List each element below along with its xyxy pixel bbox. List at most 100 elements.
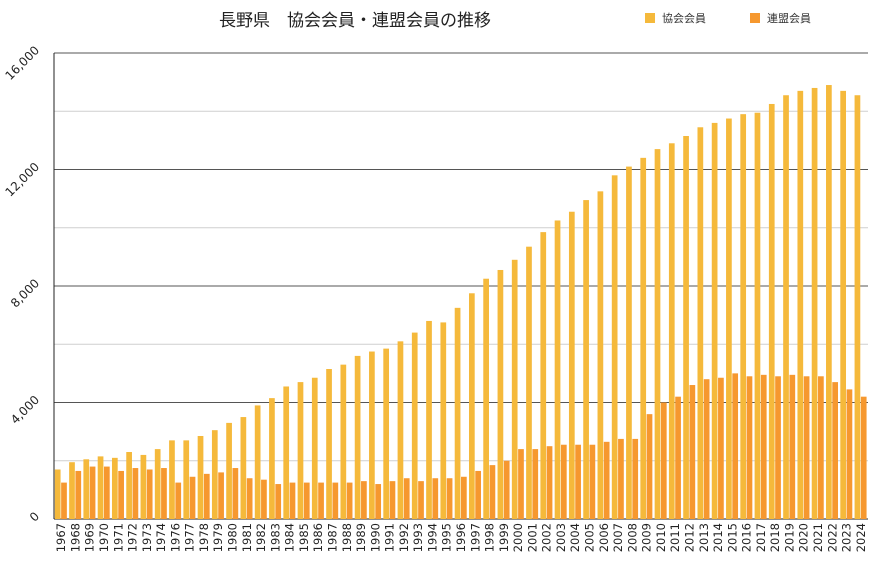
bar-renmei bbox=[632, 438, 639, 519]
x-tick-label: 2017 bbox=[754, 523, 768, 552]
x-tick-label: 2008 bbox=[625, 523, 639, 552]
bar-kyokai bbox=[554, 220, 561, 519]
bar-renmei bbox=[389, 481, 396, 519]
bars bbox=[54, 85, 867, 520]
bar-kyokai bbox=[611, 175, 618, 519]
bar-kyokai bbox=[668, 143, 675, 519]
bar-renmei bbox=[261, 479, 267, 519]
x-tick-label: 1967 bbox=[54, 523, 68, 552]
bar-renmei bbox=[532, 449, 539, 519]
legend-label-renmei: 連盟会員 bbox=[767, 11, 811, 25]
bar-renmei bbox=[61, 482, 67, 519]
bar-kyokai bbox=[854, 95, 861, 519]
bar-kyokai bbox=[626, 166, 632, 519]
bar-renmei bbox=[446, 478, 453, 519]
bar-renmei bbox=[732, 373, 739, 519]
bar-renmei bbox=[589, 444, 596, 519]
bar-kyokai bbox=[797, 90, 804, 520]
chart-title: 長野県 協会会員・連盟会員の推移 bbox=[219, 11, 491, 31]
bar-renmei bbox=[675, 396, 681, 519]
bar-renmei bbox=[475, 470, 481, 519]
bar-renmei bbox=[703, 379, 710, 519]
bar-renmei bbox=[789, 374, 796, 519]
bar-renmei bbox=[375, 484, 382, 519]
bar-kyokai bbox=[783, 95, 789, 519]
x-tick-label: 1987 bbox=[325, 523, 339, 552]
x-tick-label: 2015 bbox=[725, 523, 739, 552]
bar-kyokai bbox=[54, 469, 61, 519]
x-tick-label: 2014 bbox=[711, 523, 725, 552]
x-tick-label: 1994 bbox=[425, 523, 439, 552]
bar-kyokai bbox=[97, 456, 104, 519]
x-tick-label: 2020 bbox=[797, 523, 811, 552]
x-tick-label: 2009 bbox=[640, 523, 654, 552]
x-tick-label: 2023 bbox=[840, 523, 854, 552]
bar-kyokai bbox=[840, 90, 847, 520]
x-tick-label: 2001 bbox=[525, 523, 539, 552]
bar-renmei bbox=[418, 481, 424, 519]
bar-renmei bbox=[175, 482, 182, 519]
x-tick-label: 1992 bbox=[397, 523, 411, 552]
bar-kyokai bbox=[597, 191, 604, 519]
x-tick-label: 1997 bbox=[468, 523, 482, 552]
x-tick-label: 1976 bbox=[168, 523, 182, 552]
bar-renmei bbox=[218, 472, 224, 519]
bar-kyokai bbox=[697, 127, 704, 520]
bar-renmei bbox=[203, 473, 210, 519]
x-tick-label: 2013 bbox=[697, 523, 711, 552]
bar-renmei bbox=[346, 482, 353, 519]
bar-kyokai bbox=[468, 293, 475, 519]
bar-kyokai bbox=[83, 459, 90, 519]
bar-renmei bbox=[718, 377, 724, 519]
bar-kyokai bbox=[740, 114, 747, 519]
x-tick-label: 1996 bbox=[454, 523, 468, 552]
bar-kyokai bbox=[383, 348, 390, 519]
y-axis-ticks: 0 4,000 8,000 12,000 16,000 bbox=[3, 43, 43, 524]
bar-kyokai bbox=[311, 377, 318, 519]
x-tick-label: 1974 bbox=[154, 523, 168, 552]
bar-renmei bbox=[775, 376, 781, 519]
x-tick-label: 1981 bbox=[240, 523, 254, 552]
y-tick-label: 12,000 bbox=[3, 160, 43, 200]
x-tick-label: 2006 bbox=[597, 523, 611, 552]
bar-kyokai bbox=[140, 454, 147, 519]
bar-kyokai bbox=[411, 332, 418, 519]
y-tick-label: 16,000 bbox=[3, 43, 43, 83]
x-tick-label: 2021 bbox=[811, 523, 825, 552]
bar-renmei bbox=[546, 446, 553, 519]
bar-kyokai bbox=[683, 136, 689, 519]
bar-kyokai bbox=[197, 435, 204, 519]
x-tick-label: 1969 bbox=[83, 523, 97, 552]
x-tick-label: 2016 bbox=[740, 523, 754, 552]
bar-renmei bbox=[689, 385, 696, 519]
bar-renmei bbox=[646, 414, 653, 519]
bar-kyokai bbox=[540, 232, 547, 519]
legend-label-kyokai: 協会会員 bbox=[662, 12, 706, 25]
bar-kyokai bbox=[583, 200, 589, 520]
bar-kyokai bbox=[254, 405, 261, 519]
bar-kyokai bbox=[640, 157, 647, 519]
x-tick-label: 2007 bbox=[611, 523, 625, 552]
bar-kyokai bbox=[183, 440, 190, 519]
bar-renmei bbox=[103, 466, 110, 519]
x-tick-label: 2019 bbox=[782, 523, 796, 552]
bar-renmei bbox=[660, 402, 667, 519]
bar-kyokai bbox=[111, 457, 118, 519]
bar-renmei bbox=[89, 466, 96, 519]
bar-kyokai bbox=[354, 355, 361, 519]
bar-kyokai bbox=[454, 307, 461, 519]
bar-renmei bbox=[560, 444, 567, 519]
bar-renmei bbox=[846, 389, 853, 519]
x-axis-ticks: 1967 1968 1969 1970 1971 1972 1973 1974 1976 1977… bbox=[54, 523, 868, 552]
bar-renmei bbox=[518, 449, 524, 519]
bar-kyokai bbox=[811, 87, 818, 519]
bar-kyokai bbox=[826, 85, 832, 519]
x-tick-label: 1991 bbox=[383, 523, 397, 552]
bar-renmei bbox=[618, 438, 624, 519]
bar-renmei bbox=[132, 468, 139, 519]
y-tick-label: 4,000 bbox=[8, 393, 42, 427]
x-tick-label: 2010 bbox=[654, 523, 668, 552]
x-tick-label: 2004 bbox=[568, 523, 582, 552]
